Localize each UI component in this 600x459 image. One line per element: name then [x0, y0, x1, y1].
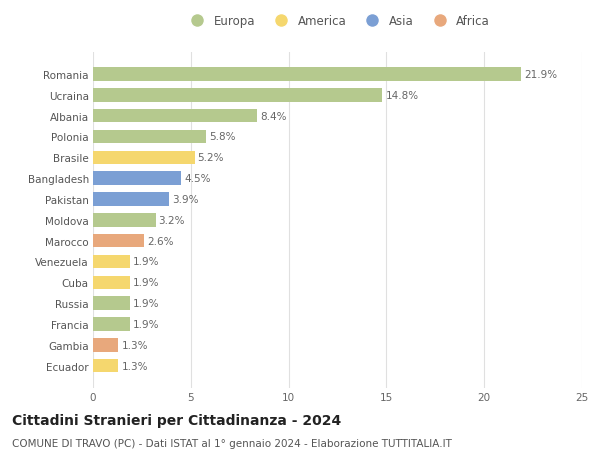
Bar: [93, 297, 130, 310]
Text: 3.9%: 3.9%: [172, 195, 199, 205]
Bar: [93, 89, 382, 102]
Text: 8.4%: 8.4%: [260, 112, 287, 121]
Text: 21.9%: 21.9%: [524, 70, 557, 80]
Bar: [93, 130, 206, 144]
Text: 1.3%: 1.3%: [121, 361, 148, 371]
Text: 1.9%: 1.9%: [133, 278, 160, 288]
Text: 1.9%: 1.9%: [133, 298, 160, 308]
Bar: [93, 172, 181, 185]
Bar: [93, 235, 144, 248]
Bar: [93, 255, 130, 269]
Text: COMUNE DI TRAVO (PC) - Dati ISTAT al 1° gennaio 2024 - Elaborazione TUTTITALIA.I: COMUNE DI TRAVO (PC) - Dati ISTAT al 1° …: [12, 438, 452, 448]
Text: 5.8%: 5.8%: [209, 132, 236, 142]
Bar: [93, 151, 195, 165]
Text: 2.6%: 2.6%: [147, 236, 173, 246]
Bar: [93, 110, 257, 123]
Bar: [93, 213, 155, 227]
Text: 4.5%: 4.5%: [184, 174, 211, 184]
Bar: [93, 318, 130, 331]
Bar: [93, 68, 521, 82]
Bar: [93, 338, 118, 352]
Text: 5.2%: 5.2%: [197, 153, 224, 163]
Bar: [93, 359, 118, 373]
Text: Cittadini Stranieri per Cittadinanza - 2024: Cittadini Stranieri per Cittadinanza - 2…: [12, 413, 341, 427]
Text: 1.9%: 1.9%: [133, 257, 160, 267]
Bar: [93, 193, 169, 206]
Text: 14.8%: 14.8%: [385, 90, 419, 101]
Bar: [93, 276, 130, 290]
Legend: Europa, America, Asia, Africa: Europa, America, Asia, Africa: [185, 15, 490, 28]
Text: 3.2%: 3.2%: [158, 215, 185, 225]
Text: 1.3%: 1.3%: [121, 340, 148, 350]
Text: 1.9%: 1.9%: [133, 319, 160, 329]
